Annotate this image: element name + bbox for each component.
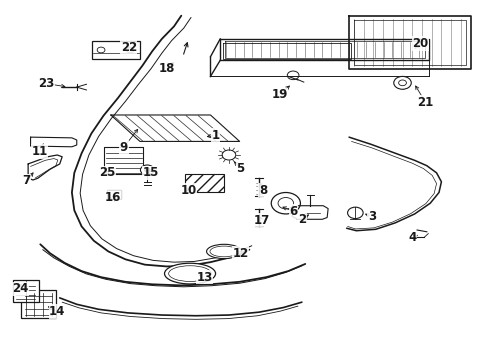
FancyBboxPatch shape <box>21 290 56 318</box>
Text: 22: 22 <box>121 41 137 54</box>
FancyBboxPatch shape <box>107 190 121 199</box>
Text: 23: 23 <box>38 77 54 90</box>
Text: 9: 9 <box>120 141 128 154</box>
Text: 14: 14 <box>49 305 65 318</box>
Text: 8: 8 <box>258 184 266 197</box>
Text: 6: 6 <box>289 205 297 218</box>
Circle shape <box>140 165 154 175</box>
Text: 7: 7 <box>22 174 31 187</box>
Text: 15: 15 <box>142 166 159 179</box>
Text: 19: 19 <box>271 89 287 102</box>
Ellipse shape <box>164 263 215 284</box>
Text: 4: 4 <box>407 231 415 244</box>
Text: 13: 13 <box>196 271 212 284</box>
Text: 5: 5 <box>236 162 244 175</box>
Text: 3: 3 <box>367 210 375 223</box>
Text: 2: 2 <box>297 213 305 226</box>
Ellipse shape <box>206 244 241 258</box>
Text: 10: 10 <box>180 184 196 197</box>
Ellipse shape <box>168 266 211 282</box>
Text: 24: 24 <box>12 283 28 296</box>
Text: 17: 17 <box>253 213 269 226</box>
Text: 21: 21 <box>416 96 433 109</box>
Text: 25: 25 <box>99 166 115 179</box>
Text: 18: 18 <box>158 62 175 75</box>
FancyBboxPatch shape <box>185 174 223 192</box>
Text: 1: 1 <box>211 129 219 142</box>
Text: 12: 12 <box>232 247 248 260</box>
Circle shape <box>398 80 406 86</box>
Circle shape <box>144 168 150 172</box>
Text: 20: 20 <box>411 37 428 50</box>
Ellipse shape <box>209 246 238 257</box>
Text: 11: 11 <box>31 145 47 158</box>
FancyBboxPatch shape <box>13 280 39 302</box>
Text: 16: 16 <box>105 191 121 204</box>
Circle shape <box>393 76 410 89</box>
FancyBboxPatch shape <box>92 41 140 59</box>
